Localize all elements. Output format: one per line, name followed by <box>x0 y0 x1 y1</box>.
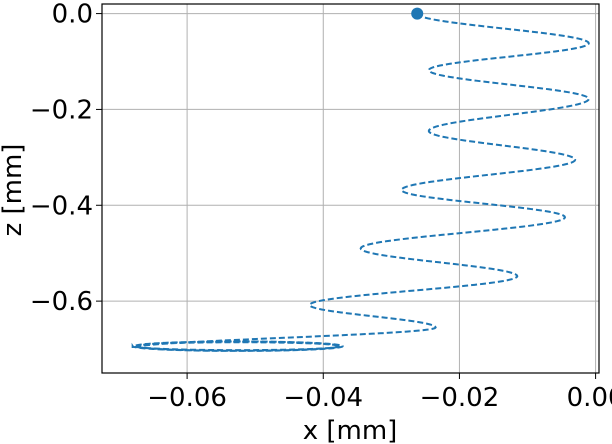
axes-frame <box>96 3 600 379</box>
x-tick-label: −0.02 <box>420 383 500 413</box>
x-axis-label: x [mm] <box>303 416 398 444</box>
data-layer <box>131 7 590 352</box>
tick-labels: −0.06 −0.04 −0.02 0.00 0.0 −0.2 −0.4 −0.6 <box>30 0 612 413</box>
plot-frame <box>101 3 600 374</box>
x-tick-label: 0.00 <box>567 383 612 413</box>
y-tick-label: 0.0 <box>52 0 93 30</box>
x-tick-label: −0.06 <box>147 383 227 413</box>
y-tick-label: −0.6 <box>30 287 93 317</box>
y-axis-label: z [mm] <box>0 144 28 237</box>
y-tick-label: −0.4 <box>30 191 93 221</box>
trajectory-line <box>131 13 590 352</box>
y-tick-label: −0.2 <box>30 95 93 125</box>
x-tick-label: −0.04 <box>283 383 363 413</box>
grid-lines <box>102 4 599 373</box>
start-point-marker <box>411 7 424 20</box>
